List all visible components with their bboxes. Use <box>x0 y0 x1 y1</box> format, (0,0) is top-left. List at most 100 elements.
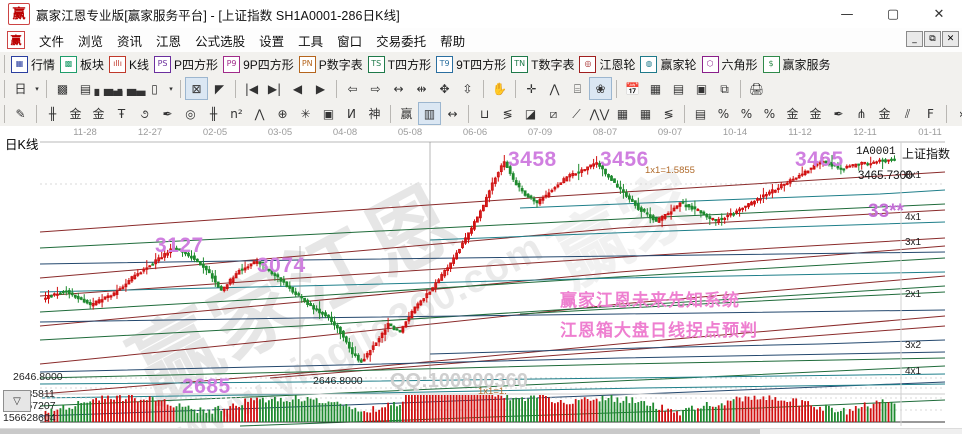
gold-circle-icon[interactable]: 金 <box>786 106 799 121</box>
bar-single-icon[interactable]: ▯ <box>151 81 158 96</box>
indicator-3-icon[interactable]: ▖▄▃ <box>94 81 123 96</box>
grid-dense-2-icon[interactable]: ▦ <box>639 106 652 121</box>
gold-fan-icon[interactable]: 金 <box>878 106 891 121</box>
toolbar-button-hexagon[interactable]: ⬡ 六角形 <box>700 53 761 75</box>
toolbar-button-gann-wheel[interactable]: ◎ 江恩轮 <box>577 53 638 75</box>
parallel-channel-icon[interactable]: ≶ <box>663 106 674 121</box>
fan-lines-icon[interactable]: ≶ <box>502 106 513 121</box>
frame-icon[interactable]: ▣ <box>322 106 335 121</box>
spiral-icon[interactable]: ૭ <box>140 106 149 121</box>
pen-measure-icon[interactable]: ✒ <box>162 106 173 121</box>
menu-item-formula[interactable]: 公式选股 <box>195 34 246 49</box>
scale-123-icon[interactable]: ▥ <box>418 102 441 125</box>
period-dropdown[interactable]: ▾ <box>35 85 39 93</box>
gann-grid-icon[interactable]: ╫ <box>48 106 57 121</box>
toolbar-button-blocks[interactable]: ▩ 板块 <box>58 53 107 75</box>
shrink-right-icon[interactable]: ⇨ <box>370 81 381 96</box>
compress-icon[interactable]: ⇹ <box>416 81 427 96</box>
indicator-9-icon[interactable]: ▖▄▃ <box>117 81 146 96</box>
maximize-button[interactable]: ▢ <box>886 6 900 22</box>
last-page-icon[interactable]: ▶| <box>267 81 282 96</box>
toolbar-button-candles[interactable]: ıllı K线 <box>107 53 152 75</box>
draw-tool-icon[interactable]: ⌸ <box>573 81 582 96</box>
menu-item-trade[interactable]: 交易委托 <box>376 34 427 49</box>
toolbar-button-grid-table[interactable]: ▦ 行情 <box>9 53 58 75</box>
angle-pair-icon[interactable]: ⫽ <box>904 106 911 121</box>
fit-icon[interactable]: ⇳ <box>462 81 473 96</box>
zigzag-icon[interactable]: ⋀⋁ <box>589 106 610 121</box>
grid-bars-icon[interactable]: ╫ <box>209 106 218 121</box>
menu-item-tools[interactable]: 工具 <box>298 34 324 49</box>
print-icon[interactable]: 🖨 <box>748 81 765 96</box>
period-day-button[interactable]: 日 <box>14 81 27 96</box>
hand-pan-icon[interactable]: ✋ <box>492 81 507 96</box>
angle-icon[interactable]: ⋀ <box>254 106 265 121</box>
bar-dropdown[interactable]: ▾ <box>169 85 173 93</box>
brain-icon[interactable]: ❀ <box>589 77 612 100</box>
toolbar-button-dollar-service[interactable]: $ 赢家服务 <box>761 53 834 75</box>
calendar-icon[interactable]: 📅 <box>625 81 640 96</box>
percent-icon[interactable]: % <box>740 106 753 121</box>
f-fan-icon[interactable]: F <box>927 106 934 121</box>
menu-item-gann[interactable]: 江恩 <box>156 34 182 49</box>
scroll-down-button[interactable]: ▽ <box>3 390 31 412</box>
scroll-left-icon[interactable]: ◀ <box>292 81 303 96</box>
mdi-restore-button[interactable]: ⧉ <box>924 31 941 47</box>
notes-icon[interactable]: ▤ <box>672 81 685 96</box>
report-icon[interactable]: ▤ <box>79 81 92 96</box>
toolbar-button-pn-table[interactable]: PN P数字表 <box>297 53 366 75</box>
pencil-draw-icon[interactable]: ✎ <box>15 106 26 121</box>
menu-item-news[interactable]: 资讯 <box>117 34 143 49</box>
percent-levels-icon[interactable]: % <box>763 106 776 121</box>
crosshair-icon[interactable]: ✛ <box>526 81 537 96</box>
chart-area[interactable]: 日K线 赢家江恩 www.yingjia360.com 赢家 <box>0 126 962 434</box>
chart-canvas[interactable] <box>0 126 962 434</box>
grid-dense-icon[interactable]: ▦ <box>616 106 629 121</box>
gann-gold-2-icon[interactable]: 金 <box>92 106 105 121</box>
mdi-close-button[interactable]: ✕ <box>942 31 959 47</box>
fan-box-icon[interactable]: ⧄ <box>549 106 558 121</box>
box-draw-icon[interactable]: ⊔ <box>479 106 490 121</box>
flag-chart-icon[interactable]: ◤ <box>214 81 225 96</box>
gold-levels-icon[interactable]: 金 <box>809 106 822 121</box>
mdi-minimize-button[interactable]: _ <box>906 31 923 47</box>
copy-icon[interactable]: ⧉ <box>720 81 729 96</box>
toolbar-button-tn-table[interactable]: TN T数字表 <box>509 53 577 75</box>
star-burst-icon[interactable]: ✳ <box>300 106 311 121</box>
shrink-left-icon[interactable]: ⇦ <box>347 81 358 96</box>
shen-icon[interactable]: 神 <box>368 106 381 121</box>
target-icon[interactable]: ⊕ <box>277 106 288 121</box>
trend-line-icon[interactable]: ⟋ <box>572 106 581 121</box>
wave-mark-icon[interactable]: И <box>347 106 356 121</box>
close-button[interactable]: ✕ <box>933 6 945 22</box>
n-square-icon[interactable]: n² <box>230 106 243 121</box>
scroll-right-icon[interactable]: ▶ <box>315 81 326 96</box>
retrace-icon[interactable]: ⋔ <box>856 106 867 121</box>
overlay-icon[interactable]: ⊠ <box>185 77 208 100</box>
ying-icon[interactable]: 赢 <box>400 106 413 121</box>
gann-gold-1-icon[interactable]: 金 <box>69 106 82 121</box>
calculator-icon[interactable]: ▦ <box>649 81 662 96</box>
minimize-button[interactable]: — <box>840 6 854 22</box>
peak-valley-icon[interactable]: ⋀ <box>549 81 560 96</box>
toolbar-button-ps-square[interactable]: PS P四方形 <box>152 53 221 75</box>
gann-f-icon[interactable]: Ŧ <box>117 106 126 121</box>
toolbar-button-p9-square[interactable]: P9 9P四方形 <box>221 53 297 75</box>
toolbar-button-ts-square[interactable]: TS T四方形 <box>366 53 434 75</box>
window-layout-icon[interactable]: ▩ <box>56 81 69 96</box>
scrollbar-thumb[interactable] <box>0 429 760 434</box>
span-arrow-icon[interactable]: ↔ <box>447 106 458 121</box>
ink-pen-icon[interactable]: ✒ <box>833 106 844 121</box>
more-tools-icon[interactable]: » <box>952 103 962 124</box>
fan-fill-icon[interactable]: ◪ <box>524 106 537 121</box>
first-page-icon[interactable]: |◀ <box>244 81 259 96</box>
menu-item-file[interactable]: 文件 <box>39 34 65 49</box>
zoom-horizontal-icon[interactable]: ↔ <box>393 81 404 96</box>
toolbar-button-t9-square[interactable]: T9 9T四方形 <box>434 53 509 75</box>
circle-scale-icon[interactable]: ◎ <box>185 106 196 121</box>
menu-item-help[interactable]: 帮助 <box>440 34 466 49</box>
save-icon[interactable]: ▣ <box>695 81 708 96</box>
menu-item-settings[interactable]: 设置 <box>259 34 285 49</box>
horizontal-scrollbar[interactable] <box>0 428 962 434</box>
expand-icon[interactable]: ✥ <box>439 81 450 96</box>
